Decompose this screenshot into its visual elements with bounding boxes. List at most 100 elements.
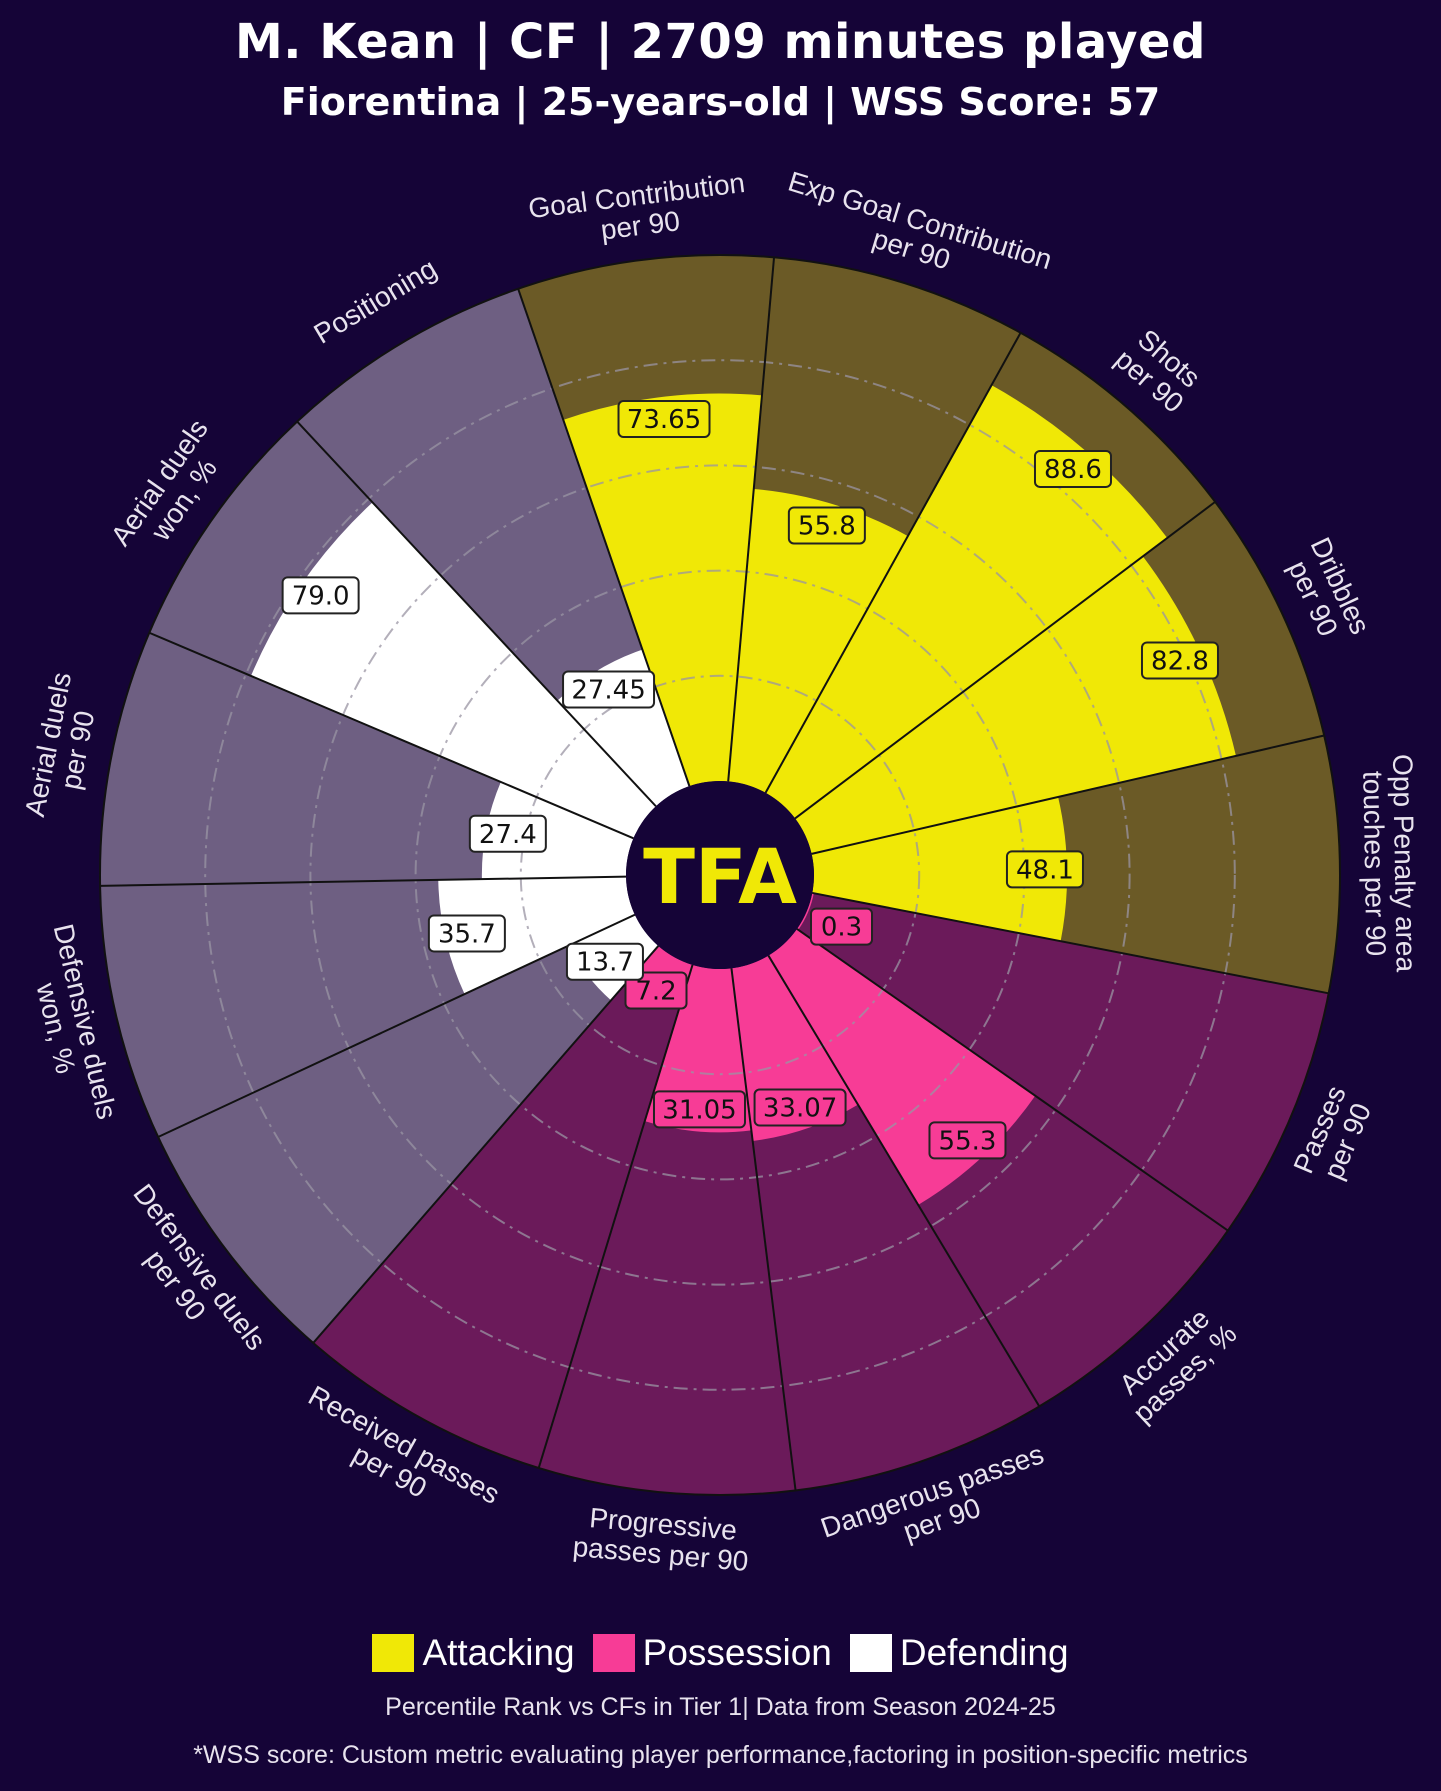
value-text: 33.07 (763, 1094, 837, 1124)
divider-line (517, 288, 691, 787)
legend-item-possession: Possession (592, 1632, 832, 1674)
center-logo: TFA (626, 781, 814, 969)
value-text: 82.8 (1151, 647, 1209, 677)
bg-wedge-received-passes-per-90 (313, 945, 693, 1468)
value-text: 13.7 (576, 948, 634, 978)
divider-line (296, 420, 657, 807)
divider-line (100, 875, 627, 887)
value-box (1005, 850, 1084, 889)
grid-ring-20 (519, 674, 921, 1076)
value-box (1140, 641, 1219, 680)
value-label-dribbles-per-90: 82.8 (1140, 641, 1219, 680)
value-box (565, 942, 644, 981)
value-label-progressive-passes-per-90: 31.05 (652, 1090, 746, 1129)
grid-ring-80 (204, 359, 1236, 1391)
value-label-received-passes-per-90: 7.2 (624, 971, 688, 1010)
value-box (468, 814, 547, 853)
value-label-shots-per-90: 88.6 (1033, 449, 1112, 488)
outer-ring (99, 254, 1341, 1496)
bar-passes-per-90 (797, 892, 814, 930)
value-label-defensive-duels-won: 35.7 (427, 914, 506, 953)
value-text: 31.05 (662, 1095, 736, 1125)
value-box (427, 914, 506, 953)
legend-swatch-defending (849, 1634, 892, 1672)
divider-line (764, 332, 1022, 794)
divider-line (312, 945, 660, 1344)
divider-line (812, 891, 1329, 995)
divider-lines (99, 254, 1341, 1496)
divider-line (727, 257, 776, 782)
bar-aerial-duels-per-90 (481, 781, 634, 880)
legend-swatch-attacking (372, 1634, 415, 1672)
bar-dribbles-per-90 (795, 556, 1236, 854)
divider-line (148, 631, 634, 840)
value-box (617, 400, 711, 439)
bg-wedge-defensive-duels-per-90 (158, 914, 659, 1343)
divider-line (730, 968, 797, 1491)
chart-title: M. Kean | CF | 2709 minutes played (235, 14, 1206, 70)
divider-line (811, 734, 1325, 855)
wss-footnote: *WSS score: Custom metric evaluating pla… (193, 1741, 1248, 1769)
value-text: 88.6 (1044, 455, 1102, 485)
value-label-goal-contribution-per-90: 73.65 (617, 400, 711, 439)
divider-line (796, 928, 1229, 1232)
value-label-dangerous-passes-per-90: 33.07 (753, 1088, 847, 1127)
value-label-aerial-duels-won: 79.0 (281, 576, 360, 615)
value-text: 55.3 (939, 1126, 997, 1156)
legend-label-possession: Possession (642, 1632, 832, 1673)
grid-rings (204, 359, 1236, 1391)
legend: Attacking Possession Defending (0, 1632, 1441, 1674)
divider-line (157, 913, 636, 1138)
divider-line (767, 955, 1041, 1407)
value-label-positioning: 27.45 (562, 670, 656, 709)
bar-exp-goal-contribution-per-90 (728, 488, 908, 793)
value-text: 55.8 (798, 511, 856, 541)
tfa-logo: TFA (643, 832, 797, 921)
value-box (928, 1121, 1007, 1160)
divider-line (794, 501, 1216, 820)
value-label-exp-goal-contribution-per-90: 55.8 (787, 506, 866, 545)
center-circle (626, 781, 814, 969)
value-text: 48.1 (1016, 855, 1074, 885)
legend-swatch-possession (592, 1634, 635, 1672)
value-label-accurate-passes: 55.3 (928, 1121, 1007, 1160)
value-label-defensive-duels-per-90: 13.7 (565, 942, 644, 981)
metric-label-line: Opp Penalty area (1387, 754, 1422, 973)
divider-line (537, 964, 694, 1469)
value-text: 73.65 (627, 405, 701, 435)
value-box (652, 1090, 746, 1129)
bg-wedge-passes-per-90 (797, 892, 1329, 1231)
value-text: 0.3 (821, 913, 862, 943)
value-labels: 73.65 55.8 88.6 82.8 48.1 0.3 55.3 33.07 31.05 7.… (281, 400, 1219, 1160)
value-text: 27.4 (479, 820, 537, 850)
value-box (562, 670, 656, 709)
footnote: Percentile Rank vs CFs in Tier 1| Data f… (385, 1693, 1056, 1721)
metric-label-line: touches per 90 (1357, 771, 1391, 957)
legend-item-attacking: Attacking (372, 1632, 575, 1674)
value-label-opp-penalty-area-touches-per-90: 48.1 (1005, 850, 1084, 889)
legend-item-defending: Defending (849, 1632, 1069, 1674)
value-box (810, 907, 874, 946)
value-box (281, 576, 360, 615)
chart-subtitle: Fiorentina | 25-years-old | WSS Score: 5… (280, 80, 1161, 124)
bar-goal-contribution-per-90 (563, 393, 762, 787)
value-label-aerial-duels-per-90: 27.4 (468, 814, 547, 853)
value-label-passes-per-90: 0.3 (810, 907, 874, 946)
value-text: 35.7 (438, 919, 496, 949)
value-box (624, 971, 688, 1010)
value-box (753, 1088, 847, 1127)
bar-defensive-duels-won (438, 876, 635, 995)
value-text: 79.0 (292, 581, 350, 611)
value-text: 7.2 (635, 976, 676, 1006)
legend-label-defending: Defending (899, 1632, 1069, 1673)
value-box (1033, 449, 1112, 488)
value-box (787, 506, 866, 545)
